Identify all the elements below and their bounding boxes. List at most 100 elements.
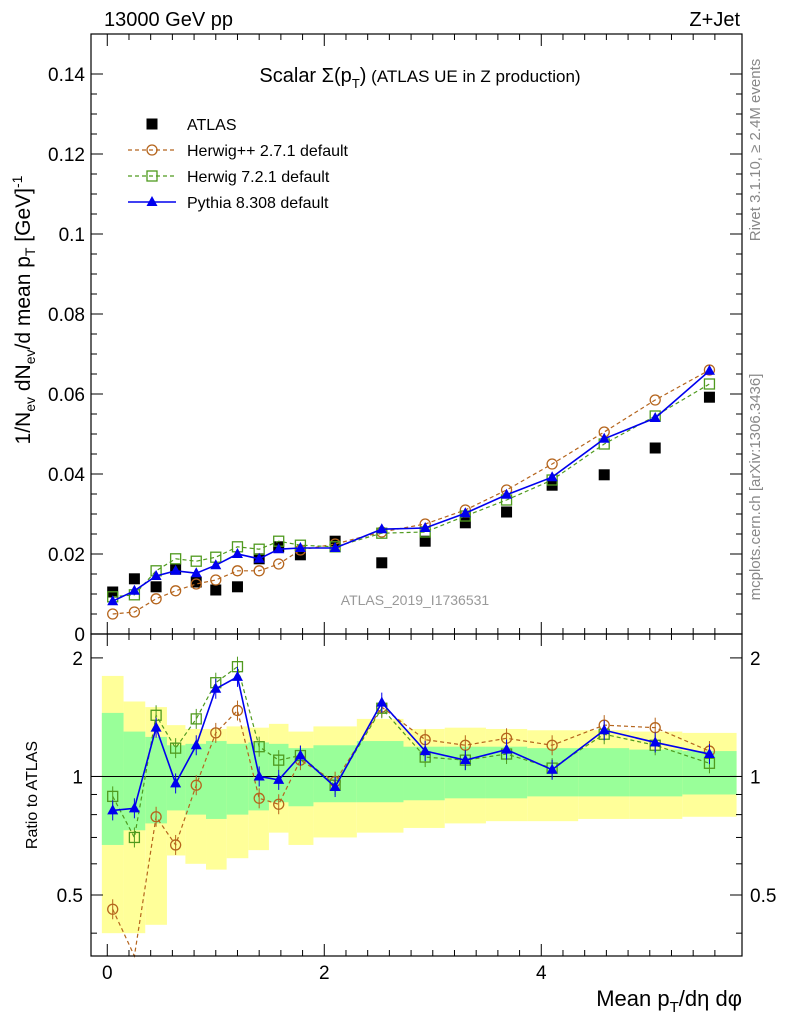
ratio-pythia-point: [231, 670, 243, 681]
ratio-band-green: [206, 741, 227, 819]
ratio-y-tick-label-right: 2: [750, 649, 761, 670]
main-herwigpp-point: [190, 578, 202, 590]
ratio-pythia-point: [107, 804, 119, 815]
ratio-pythia-point: [376, 696, 388, 707]
ratio-band-green: [629, 749, 683, 797]
main-herwigpp-point: [107, 608, 119, 620]
ratio-band-green: [185, 743, 207, 815]
ratio-herwigpp-point: [210, 727, 222, 739]
main-herwig7-point: [169, 553, 182, 565]
ratio-y-tick-label-left: 1: [72, 767, 83, 788]
main-pythia-point: [501, 488, 513, 499]
main-pythia-point: [703, 364, 715, 375]
ratio-pythia-point: [703, 748, 715, 759]
ratio-x-axis: 0 2 4: [102, 634, 716, 984]
header-right-label: Z+Jet: [689, 9, 740, 31]
main-pythia-point: [190, 567, 202, 578]
main-pythia-point: [107, 595, 119, 606]
main-x-axis-ticks: [106, 34, 716, 634]
ratio-band-green: [101, 712, 124, 845]
ratio-pythia-point: [329, 781, 341, 792]
main-y-tick-label: 0.1: [59, 225, 85, 246]
main-pythia-point: [210, 559, 222, 570]
ratio-y-axis-label: Ratio to ATLAS: [24, 741, 41, 849]
main-pythia-point: [150, 570, 162, 580]
legend-herwig7-marker: [146, 170, 158, 182]
main-herwigpp-point: [231, 565, 244, 577]
main-pythia-point: [459, 507, 471, 518]
main-herwig7-line: [112, 383, 710, 598]
ratio-pythia-point: [598, 724, 610, 735]
main-atlas-point: [376, 557, 388, 569]
plot-title: Scalar Σ(pT) (ATLAS UE in Z production): [259, 65, 580, 91]
main-pythia-point: [329, 542, 341, 552]
ratio-pythia-point: [419, 745, 431, 756]
ratio-pythia-point: [546, 763, 558, 774]
ratio-band-green: [226, 743, 249, 815]
main-atlas-point: [231, 581, 243, 593]
main-y-axis: 0 0.02 0.04 0.06 0.08 0.1 0.12 0.14: [48, 65, 742, 646]
legend-atlas-label: ATLAS: [187, 117, 237, 134]
ratio-herwig7-point: [128, 831, 141, 844]
ratio-pythia-point: [190, 739, 202, 750]
mcplots-reference-label: mcplots.cern.ch [arXiv:1306.3436]: [747, 374, 764, 601]
main-herwigpp-point: [273, 558, 285, 570]
main-pythia-point: [598, 432, 610, 443]
ratio-herwigpp-point: [150, 811, 162, 823]
main-herwigpp-point: [210, 574, 222, 586]
x-tick-label: 4: [536, 963, 547, 984]
main-herwigpp-point: [150, 593, 162, 605]
analysis-watermark: ATLAS_2019_I1736531: [341, 592, 490, 608]
main-pythia-point: [170, 564, 182, 575]
header-left-label: 13000 GeV pp: [104, 9, 233, 31]
main-series-pythia: [107, 364, 715, 606]
main-atlas-point: [598, 469, 610, 481]
main-atlas-point: [190, 576, 202, 588]
main-y-tick-label: 0.02: [48, 545, 85, 566]
main-y-tick-label: 0.08: [48, 305, 85, 326]
main-atlas-point: [419, 535, 431, 547]
ratio-herwigpp-point: [546, 739, 558, 751]
main-pythia-point: [376, 523, 388, 534]
main-herwigpp-point: [546, 458, 558, 470]
main-atlas-point: [649, 442, 661, 454]
ratio-pythia-point: [128, 802, 140, 813]
main-pythia-point: [294, 542, 306, 552]
main-y-tick-label: 0.12: [48, 145, 85, 166]
main-y-tick-label: 0: [74, 625, 85, 646]
main-atlas-point: [501, 506, 513, 518]
legend-atlas-marker: [146, 118, 158, 130]
ratio-pythia-point: [459, 754, 471, 765]
ratio-herwigpp-point: [231, 704, 244, 717]
main-pythia-point: [128, 584, 140, 595]
main-series-herwig7: [107, 378, 716, 603]
legend-herwigpp-label: Herwig++ 2.7.1 default: [187, 143, 349, 160]
ratio-pythia-point: [170, 777, 182, 788]
main-series-group: [107, 364, 716, 620]
ratio-band-green: [166, 745, 186, 811]
ratio-herwig7-point: [190, 713, 202, 725]
rivet-version-label: Rivet 3.1.10, ≥ 2.4M events: [747, 59, 764, 242]
main-atlas-point: [128, 573, 140, 585]
main-y-tick-label: 0.06: [48, 385, 85, 406]
ratio-band-green: [578, 748, 630, 797]
main-pythia-line: [112, 370, 710, 602]
main-atlas-point: [459, 517, 471, 529]
ratio-herwig7-point: [169, 742, 182, 754]
main-herwigpp-point: [253, 565, 265, 577]
main-pythia-point: [253, 552, 265, 563]
main-atlas-point: [210, 584, 222, 596]
main-y-tick-label: 0.14: [48, 65, 85, 86]
ratio-band-green: [356, 741, 404, 803]
legend: ATLAS Herwig++ 2.7.1 default Herwig 7.2.1 …: [128, 117, 349, 212]
ratio-series-pythia: [107, 666, 715, 821]
legend-pythia-marker: [146, 196, 158, 206]
ratio-herwigpp-point: [190, 779, 202, 791]
ratio-pythia-point: [273, 773, 285, 784]
ratio-herwig7-point: [253, 741, 265, 753]
main-pythia-point: [649, 412, 661, 422]
legend-pythia-label: Pythia 8.308 default: [187, 195, 329, 212]
ratio-band-green: [145, 736, 167, 824]
x-axis-label: Mean pT/dη dφ: [596, 986, 742, 1016]
